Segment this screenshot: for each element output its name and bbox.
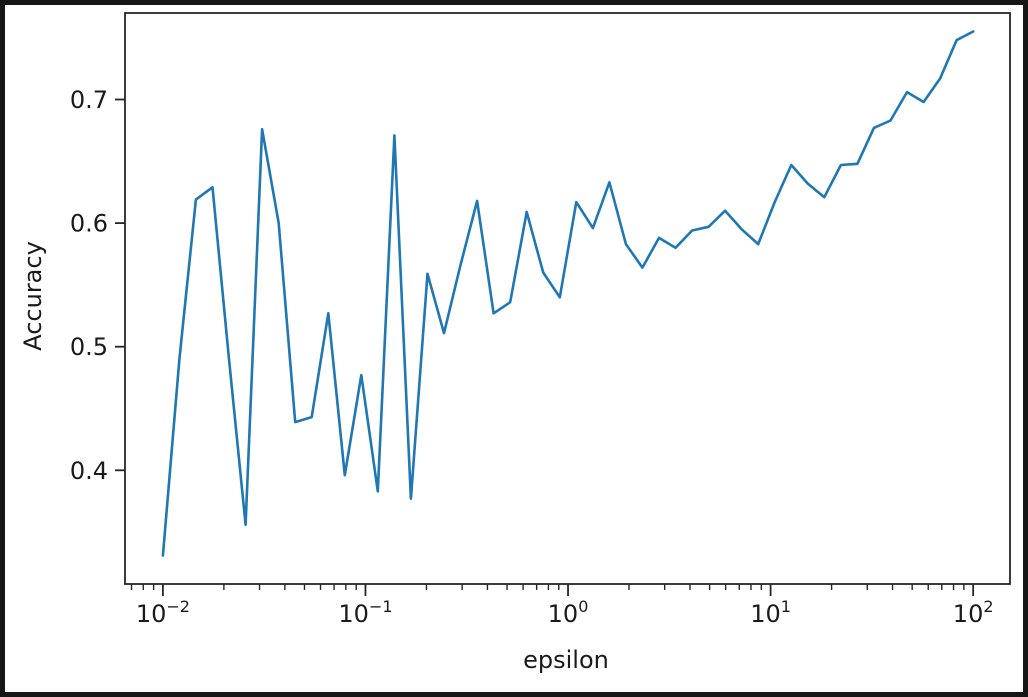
x-tick-label: 100 [548,597,589,628]
accuracy-vs-epsilon-chart: epsilon Accuracy 10−2 10−1 100 101 102 0.4 0.5… [19,12,1011,674]
y-tick-label: 0.6 [70,210,108,238]
accuracy-line [161,30,975,557]
y-tick-label: 0.7 [70,86,108,114]
y-axis-label: Accuracy [19,241,47,351]
y-tick-label: 0.5 [70,333,108,361]
x-tick-label: 102 [953,597,994,628]
x-tick-label: 101 [750,597,791,628]
x-tick-label: 10−2 [136,597,190,628]
x-axis-label: epsilon [523,646,609,674]
axes-frame [124,12,1011,585]
x-tick-label: 10−1 [338,597,392,628]
y-tick-label: 0.4 [70,457,108,485]
